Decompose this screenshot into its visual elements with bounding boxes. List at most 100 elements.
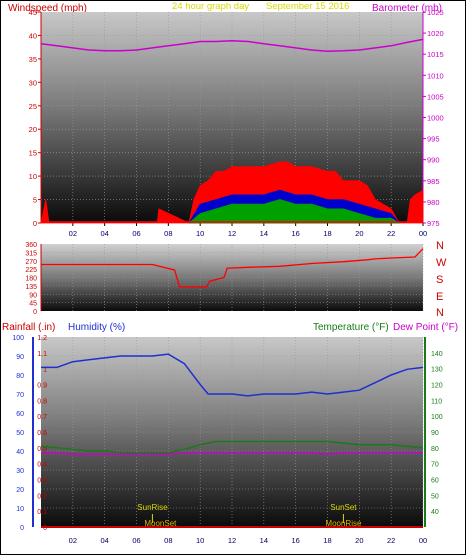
baro-y-tick-label: 1025 [427, 8, 444, 17]
temperature-y-tick-label: 80 [431, 446, 439, 453]
temperature-y-tick-label: 140 [431, 351, 443, 358]
climate-x-tick-label: 14 [260, 536, 268, 545]
climate-x-tick-label: 12 [228, 536, 236, 545]
rainfall-y-tick-label: 0.2 [37, 493, 47, 500]
rainfall-y-tick-label: 0.9 [37, 383, 47, 390]
wind-x-tick-label: 10 [196, 229, 204, 238]
humidity-y-tick-label: 60 [16, 411, 24, 418]
baro-y-tick-label: 975 [427, 219, 440, 228]
wind-x-tick-label: 04 [100, 229, 108, 238]
baro-y-tick-label: 1020 [427, 29, 444, 38]
wind-y-tick-label: 15 [29, 149, 37, 158]
temperature-y-tick-label: 70 [431, 462, 439, 469]
climate-x-tick-label: 16 [291, 536, 299, 545]
dir-y-tick-label: 225 [25, 267, 37, 274]
rainfall-y-tick-label: 0.8 [37, 398, 47, 405]
temperature-line [40, 440, 424, 454]
humidity-y-tick-label: 90 [16, 354, 24, 361]
humidity-y-tick-label: 100 [12, 335, 24, 342]
wind-x-tick-label: 14 [260, 229, 268, 238]
wind-y-tick-label: 5 [33, 196, 37, 205]
dir-y-tick-label: 0 [33, 309, 37, 316]
chart-date: September 15 2016 [266, 1, 349, 12]
compass-w: W [436, 257, 447, 269]
climate-x-tick-label: 00 [419, 536, 427, 545]
baro-y-tick-label: 1005 [427, 92, 444, 101]
moonset-label: MoonSet [144, 519, 177, 528]
moonrise-label: MoonRise [325, 519, 362, 528]
humidity-y-tick-label: 20 [16, 487, 24, 494]
rainfall-y-tick-label: 0.3 [37, 478, 47, 485]
humidity-y-tick-label: 50 [16, 430, 24, 437]
windspeed-axis-title: Windspeed (mph) [8, 3, 87, 14]
temperature-axis-title: Temperature (°F) [313, 322, 389, 333]
dir-y-tick-label: 45 [29, 301, 37, 308]
compass-e: E [436, 291, 443, 303]
sunset-label: SunSet [330, 503, 357, 512]
humidity-axis-title: Humidity (%) [68, 322, 125, 333]
dir-y-tick-label: 360 [25, 242, 37, 249]
wind-x-tick-label: 22 [387, 229, 395, 238]
climate-x-tick-label: 08 [164, 536, 172, 545]
temperature-y-tick-label: 120 [431, 383, 443, 390]
humidity-y-tick-label: 40 [16, 449, 24, 456]
wind-y-tick-label: 30 [29, 78, 37, 87]
dewpoint-axis-title: Dew Point (°F) [393, 322, 458, 333]
wind-x-tick-label: 00 [419, 229, 427, 238]
wind-y-tick-label: 25 [29, 102, 37, 111]
average-area [187, 199, 401, 224]
wind-direction-line [41, 248, 424, 288]
rainfall-y-tick-label: 0 [43, 525, 47, 532]
dir-y-tick-label: 180 [25, 276, 37, 283]
chart-title: 24 hour graph day [172, 1, 249, 12]
climate-x-tick-label: 04 [100, 536, 108, 545]
wind-x-tick-label: 18 [323, 229, 331, 238]
climate-x-tick-label: 02 [69, 536, 77, 545]
rainfall-axis-title: Rainfall (.in) [2, 322, 55, 333]
climate-x-tick-label: 18 [323, 536, 331, 545]
baro-y-tick-label: 995 [427, 135, 440, 144]
rainfall-y-tick-label: 0.5 [37, 446, 47, 453]
wind-x-tick-label: 20 [355, 229, 363, 238]
barometer-axis-title: Barometer (mb) [372, 3, 442, 14]
humidity-y-tick-label: 80 [16, 373, 24, 380]
baro-y-tick-label: 985 [427, 177, 440, 186]
dir-y-tick-label: 135 [25, 284, 37, 291]
climate-x-tick-label: 20 [355, 536, 363, 545]
wind-y-tick-label: 45 [29, 8, 37, 17]
compass-n-top: N [436, 240, 444, 252]
dew-point-line [41, 451, 423, 455]
rainfall-y-tick-label: 0.1 [37, 509, 47, 516]
baro-y-tick-label: 1000 [427, 114, 444, 123]
sunrise-label: SunRise [137, 503, 168, 512]
temperature-y-tick-label: 90 [431, 430, 439, 437]
wind-y-tick-label: 40 [29, 31, 37, 40]
wind-x-tick-label: 12 [228, 229, 236, 238]
compass-n-bottom: N [436, 307, 444, 319]
baro-y-tick-label: 990 [427, 156, 440, 165]
wind-x-tick-label: 08 [164, 229, 172, 238]
temperature-y-tick-label: 100 [431, 414, 443, 421]
wind-x-tick-label: 06 [132, 229, 140, 238]
baro-y-tick-label: 980 [427, 198, 440, 207]
wind-y-tick-label: 0 [33, 219, 37, 228]
baro-y-tick-label: 1010 [427, 71, 444, 80]
wind-y-tick-label: 35 [29, 55, 37, 64]
humidity-y-tick-label: 70 [16, 392, 24, 399]
wind-x-tick-label: 16 [291, 229, 299, 238]
rainfall-y-tick-label: 1.1 [37, 351, 47, 358]
wind-y-tick-label: 20 [29, 125, 37, 134]
temperature-y-tick-label: 50 [431, 493, 439, 500]
climate-x-tick-label: 06 [132, 536, 140, 545]
barometer-line [40, 38, 424, 52]
climate-x-tick-label: 10 [196, 536, 204, 545]
baro-y-tick-label: 1015 [427, 50, 444, 59]
dir-y-tick-label: 270 [25, 259, 37, 266]
humidity-line [41, 353, 424, 397]
rainfall-y-tick-label: 0.6 [37, 430, 47, 437]
climate-x-tick-label: 22 [387, 536, 395, 545]
rainfall-y-tick-label: 0.7 [37, 414, 47, 421]
humidity-y-tick-label: 10 [16, 506, 24, 513]
